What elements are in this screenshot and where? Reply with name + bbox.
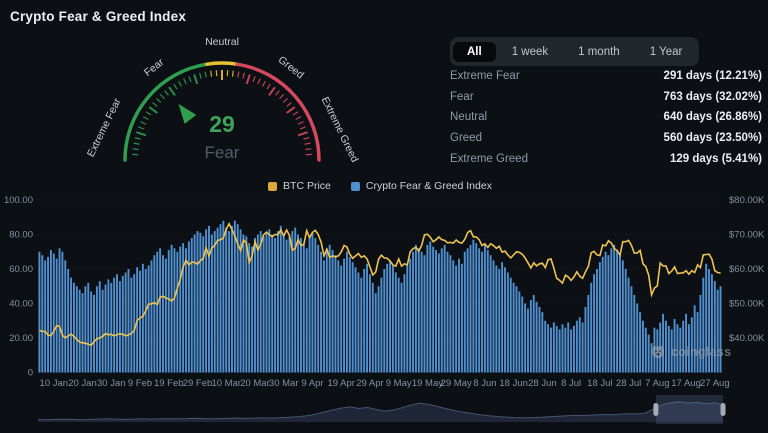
- tab-1-year[interactable]: 1 Year: [649, 45, 683, 58]
- svg-text:$80.00K: $80.00K: [729, 196, 765, 206]
- stat-row-fear: Fear 763 days (32.02%): [450, 87, 762, 108]
- gauge-needle-icon: [178, 103, 197, 124]
- stat-row-extreme-greed: Extreme Greed 129 days (5.41%): [450, 148, 762, 169]
- svg-text:20.00: 20.00: [9, 333, 33, 344]
- svg-text:29 May: 29 May: [441, 378, 472, 389]
- tab-1-week[interactable]: 1 week: [511, 45, 549, 58]
- page-title: Crypto Fear & Greed Index: [10, 9, 187, 24]
- gauge-label-neutral: Neutral: [205, 36, 239, 48]
- stat-row-extreme-fear: Extreme Fear 291 days (12.21%): [450, 66, 762, 87]
- svg-text:100.00: 100.00: [4, 196, 33, 206]
- btc-price-line: [39, 222, 721, 347]
- svg-text:8 Jun: 8 Jun: [473, 378, 496, 389]
- svg-text:28 Jun: 28 Jun: [528, 378, 557, 389]
- svg-text:9 Feb: 9 Feb: [128, 378, 152, 389]
- main-chart[interactable]: 100.00 $80.00K 80.00 $70.00K 60.00 $60.00K 40.…: [0, 196, 768, 393]
- svg-text:29 Feb: 29 Feb: [183, 378, 213, 389]
- stat-value: 291 days (12.21%): [663, 70, 762, 83]
- svg-text:80.00: 80.00: [9, 230, 33, 241]
- navigator-selection-window[interactable]: [655, 395, 723, 424]
- coinglass-bear-icon: [652, 346, 664, 358]
- legend-label: BTC Price: [283, 180, 331, 192]
- svg-text:9 May: 9 May: [386, 378, 412, 389]
- chart-axis-labels: 100.00 $80.00K 80.00 $70.00K 60.00 $60.00K 40.…: [4, 196, 765, 389]
- svg-text:10 Jan: 10 Jan: [40, 378, 69, 389]
- tab-all[interactable]: All: [453, 41, 496, 62]
- stat-label: Neutral: [450, 111, 488, 124]
- classification-stats-table: Extreme Fear 291 days (12.21%) Fear 763 …: [450, 66, 762, 169]
- legend-item-btc-price[interactable]: BTC Price: [268, 180, 331, 192]
- svg-text:18 Jul: 18 Jul: [587, 378, 612, 389]
- svg-text:8 Jul: 8 Jul: [561, 378, 581, 389]
- fear-greed-gauge: Neutral Fear Greed Extreme Fear Extreme …: [85, 36, 361, 164]
- svg-text:20 Jan: 20 Jan: [68, 378, 97, 389]
- chart-navigator[interactable]: [0, 393, 768, 433]
- svg-text:30 Mar: 30 Mar: [269, 378, 299, 389]
- chart-legend: BTC Price Crypto Fear & Greed Index: [38, 180, 722, 192]
- navigator-right-handle[interactable]: [720, 403, 726, 416]
- gauge-label-greed: Greed: [276, 54, 307, 82]
- gauge-classification: Fear: [205, 143, 240, 162]
- svg-text:18 Jun: 18 Jun: [499, 378, 528, 389]
- svg-text:$50.00K: $50.00K: [729, 299, 765, 310]
- svg-text:19 May: 19 May: [412, 378, 443, 389]
- watermark-text: coinglass: [671, 345, 732, 359]
- stat-label: Extreme Fear: [450, 70, 520, 83]
- svg-text:20 Mar: 20 Mar: [240, 378, 270, 389]
- stat-row-greed: Greed 560 days (23.50%): [450, 128, 762, 149]
- svg-text:19 Apr: 19 Apr: [327, 378, 354, 389]
- svg-text:19 Feb: 19 Feb: [154, 378, 184, 389]
- svg-text:17 Aug: 17 Aug: [671, 378, 701, 389]
- svg-text:28 Jul: 28 Jul: [616, 378, 641, 389]
- svg-text:30 Jan: 30 Jan: [97, 378, 126, 389]
- svg-text:40.00: 40.00: [9, 299, 33, 310]
- svg-text:9 Apr: 9 Apr: [301, 378, 323, 389]
- svg-text:0: 0: [28, 368, 33, 379]
- svg-text:29 Apr: 29 Apr: [356, 378, 383, 389]
- gauge-label-extreme-greed: Extreme Greed: [319, 95, 361, 164]
- fear-greed-swatch-icon: [350, 181, 360, 191]
- time-range-tabs: All 1 week 1 month 1 Year: [450, 37, 700, 66]
- navigator-left-handle[interactable]: [653, 403, 659, 416]
- stat-row-neutral: Neutral 640 days (26.86%): [450, 107, 762, 128]
- svg-text:10 Mar: 10 Mar: [211, 378, 241, 389]
- svg-text:$70.00K: $70.00K: [729, 230, 765, 241]
- gauge-label-fear: Fear: [142, 56, 167, 79]
- coinglass-watermark: coinglass: [650, 344, 731, 360]
- tab-1-month[interactable]: 1 month: [578, 45, 620, 58]
- stat-value: 640 days (26.86%): [663, 111, 762, 124]
- stat-label: Greed: [450, 132, 482, 145]
- gauge-ticks: [132, 70, 312, 156]
- stat-label: Extreme Greed: [450, 152, 528, 165]
- legend-item-fear-greed[interactable]: Crypto Fear & Greed Index: [350, 180, 492, 192]
- fear-greed-bars: [38, 220, 722, 373]
- svg-text:27 Aug: 27 Aug: [700, 378, 730, 389]
- stat-label: Fear: [450, 90, 474, 103]
- gauge-label-extreme-fear: Extreme Fear: [85, 96, 124, 159]
- gauge-arc-segments: [123, 61, 321, 162]
- svg-text:$40.00K: $40.00K: [729, 333, 765, 344]
- svg-text:60.00: 60.00: [9, 264, 33, 275]
- stat-value: 763 days (32.02%): [663, 90, 762, 103]
- navigator-line: [37, 401, 724, 421]
- legend-label: Crypto Fear & Greed Index: [365, 180, 492, 192]
- stat-value: 560 days (23.50%): [663, 132, 762, 145]
- svg-text:7 Aug: 7 Aug: [645, 378, 669, 389]
- stat-value: 129 days (5.41%): [669, 152, 762, 165]
- svg-text:$60.00K: $60.00K: [729, 264, 765, 275]
- btc-price-swatch-icon: [268, 181, 278, 191]
- gauge-value: 29: [209, 111, 235, 137]
